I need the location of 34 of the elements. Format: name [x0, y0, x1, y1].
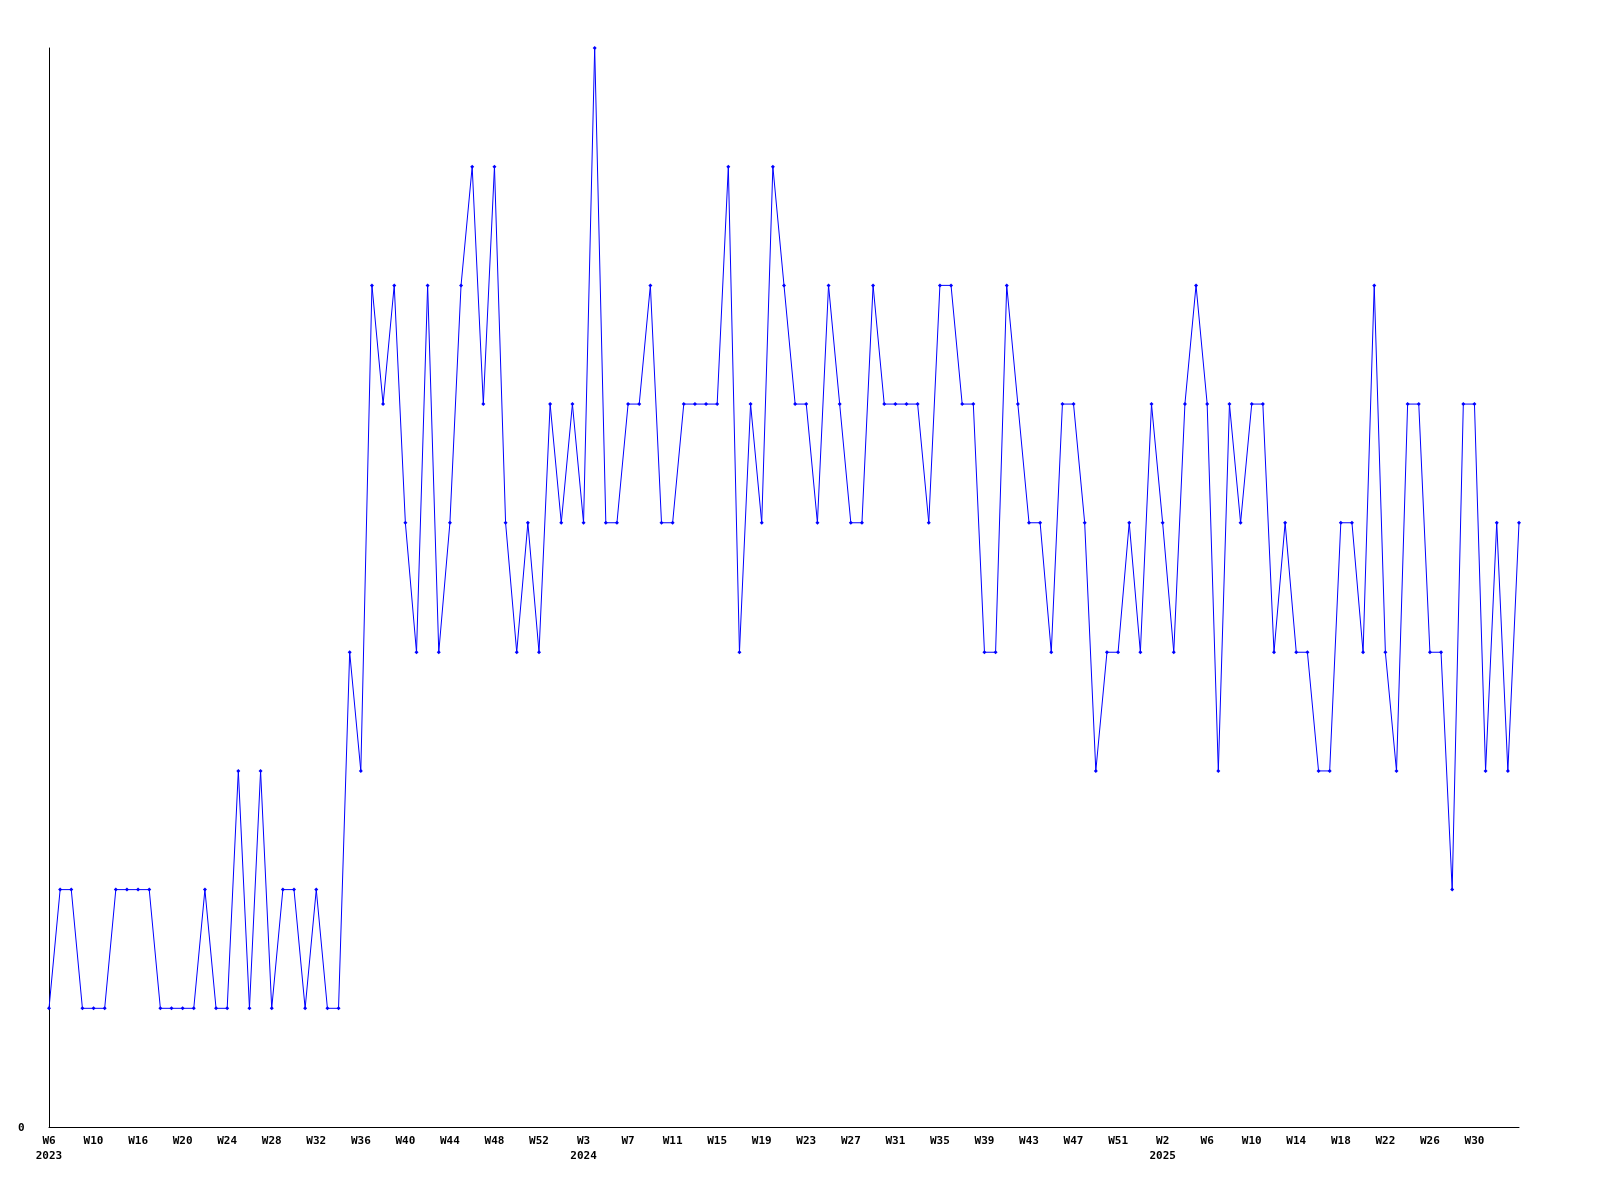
- x-tick-label: W6: [1200, 1134, 1215, 1147]
- x-tick-label: W26: [1419, 1134, 1441, 1147]
- x-tick-label: W28: [261, 1134, 282, 1147]
- x-tick-label: W23: [796, 1134, 817, 1147]
- x-tick-label: W2 2025: [1149, 1134, 1176, 1162]
- x-tick-label: W52: [529, 1134, 549, 1147]
- x-tick-label: W27: [840, 1134, 861, 1147]
- x-tick-label: W16: [128, 1134, 149, 1147]
- x-tick-label: W3 2024: [570, 1134, 598, 1162]
- x-tick-label: W22: [1375, 1134, 1396, 1147]
- x-tick-label: W48: [484, 1134, 505, 1147]
- x-tick-label: W20: [172, 1134, 193, 1147]
- x-tick-label: W31: [885, 1134, 906, 1147]
- x-tick-label: W30: [1464, 1134, 1485, 1147]
- x-tick-label: W10: [83, 1134, 104, 1147]
- x-tick-label: W40: [395, 1134, 416, 1147]
- x-tick-label: W39: [974, 1134, 995, 1147]
- x-tick-label: W36: [350, 1134, 372, 1147]
- text: 0: [18, 1121, 25, 1134]
- x-tick-label: W7: [621, 1134, 635, 1147]
- x-tick-label: W14: [1286, 1134, 1307, 1147]
- x-tick-label: W35: [929, 1134, 950, 1147]
- x-tick-label: W10: [1241, 1134, 1262, 1147]
- x-tick-label: W15: [707, 1134, 728, 1147]
- x-tick-label: W18: [1330, 1134, 1351, 1147]
- x-tick-label: W51: [1108, 1134, 1129, 1147]
- x-tick-label: W47: [1063, 1134, 1084, 1147]
- x-tick-label: W24: [217, 1134, 238, 1147]
- x-tick-label: W6 2023: [35, 1134, 63, 1162]
- x-tick-label: W19: [751, 1134, 772, 1147]
- x-tick-label: W32: [306, 1134, 327, 1147]
- x-tick-label: W43: [1019, 1134, 1039, 1147]
- x-tick-label: W11: [662, 1134, 683, 1147]
- x-tick-label: W44: [439, 1134, 461, 1147]
